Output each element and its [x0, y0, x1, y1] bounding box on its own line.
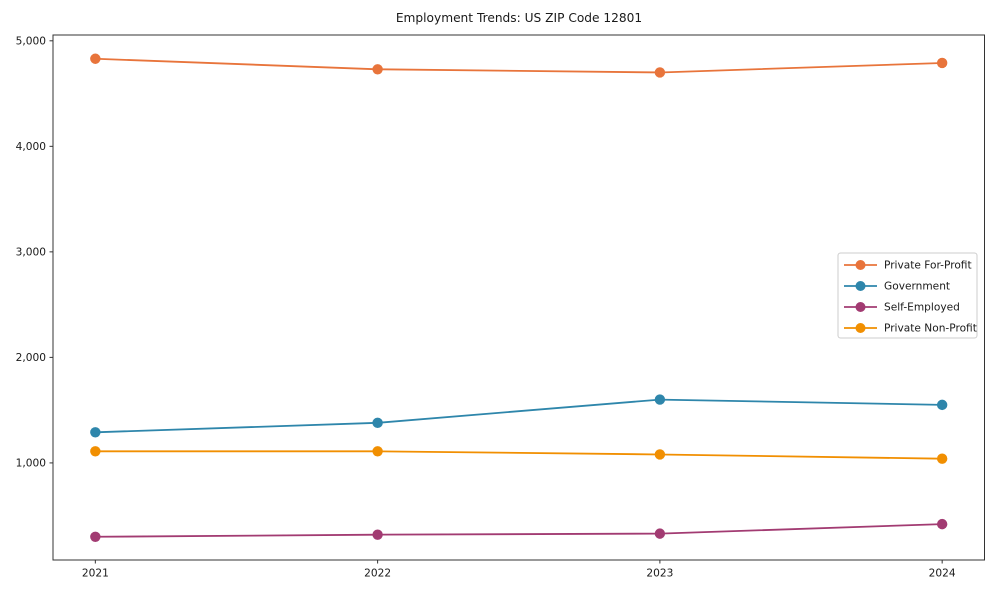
data-point-marker [372, 417, 383, 429]
legend-swatch-marker [855, 323, 866, 333]
x-tick-label: 2023 [646, 568, 673, 580]
data-point-marker [936, 453, 948, 464]
series-line [94, 398, 944, 434]
data-point-marker [372, 64, 383, 75]
data-point-marker [90, 427, 101, 438]
series-line [94, 57, 944, 74]
legend-label: Private For-Profit [884, 260, 972, 272]
y-tick-label: 3,000 [16, 247, 47, 259]
y-tick-label: 1,000 [16, 458, 47, 470]
legend-label: Government [884, 281, 950, 293]
legend-swatch-marker [855, 281, 866, 291]
data-point-marker [654, 449, 666, 460]
data-point-marker [936, 518, 948, 530]
data-point-marker [654, 394, 666, 405]
data-point-marker [372, 529, 383, 540]
y-tick-label: 2,000 [16, 352, 47, 364]
data-point-marker [90, 53, 101, 64]
legend-label: Self-Employed [884, 302, 960, 314]
series-line [94, 450, 944, 460]
axes-frame [52, 34, 985, 561]
legend-label: Private Non-Profit [884, 323, 977, 335]
data-point-marker [654, 528, 666, 539]
data-point-marker [936, 57, 948, 69]
legend-swatch-marker [855, 260, 866, 270]
data-point-marker [90, 531, 101, 542]
x-tick-label: 2022 [364, 568, 391, 580]
y-tick-label: 5,000 [16, 36, 47, 48]
data-point-marker [654, 67, 666, 78]
series-line [94, 523, 944, 538]
data-point-marker [90, 446, 101, 457]
plot-area: 1,000 2,000 3,000 4,000 5,000 2021 2022 2023 202… [16, 34, 985, 580]
chart-title: Employment Trends: US ZIP Code 12801 [396, 11, 642, 25]
data-point-marker [372, 446, 383, 457]
legend-swatch-marker [855, 302, 866, 312]
legend-box [837, 252, 978, 339]
x-tick-label: 2021 [82, 568, 109, 580]
x-tick-label: 2024 [929, 568, 956, 580]
y-tick-label: 4,000 [16, 141, 47, 153]
data-point-marker [936, 399, 948, 411]
